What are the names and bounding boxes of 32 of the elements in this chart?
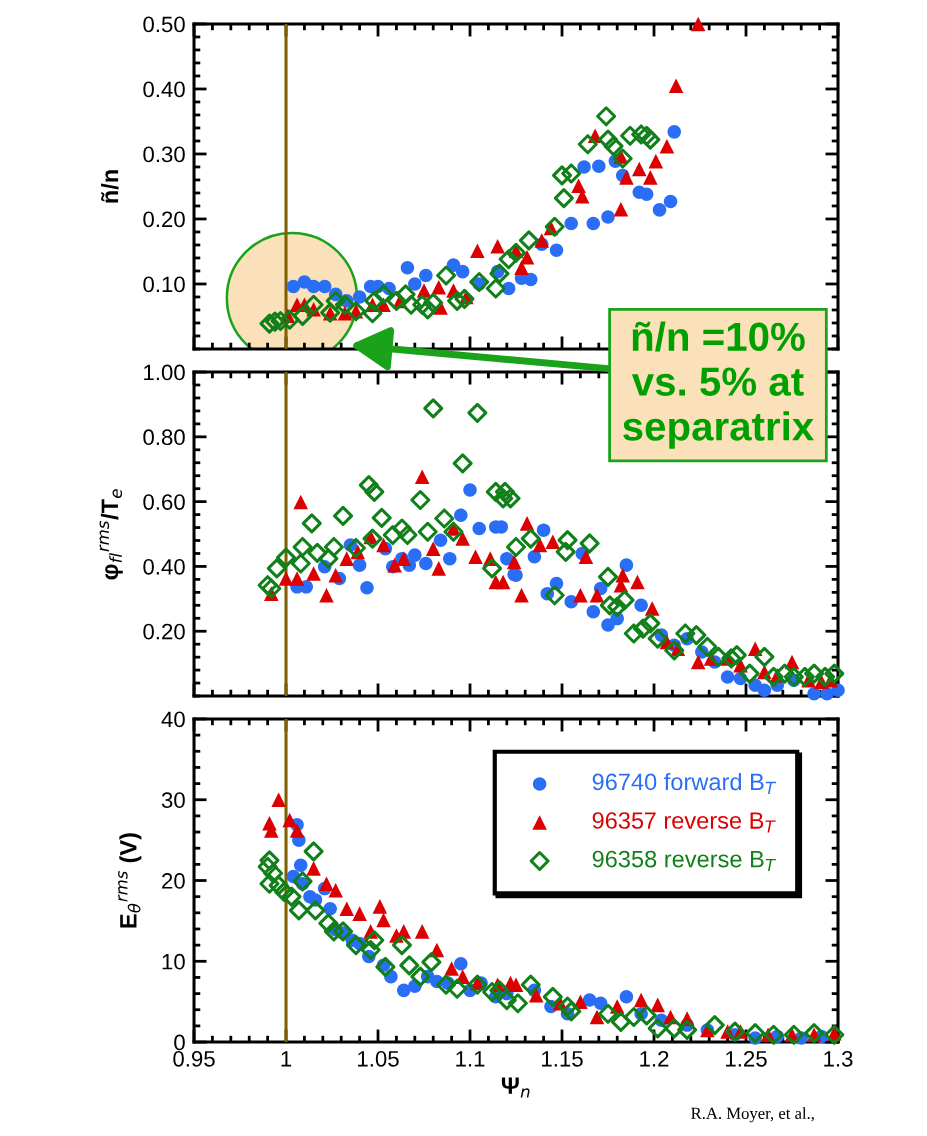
x-tick-label: 1.25 <box>726 1050 767 1067</box>
y-axis-title: E$_{θ}$$^{rms}$ (V) <box>118 833 142 928</box>
x-tick-label: 1.1 <box>456 1051 485 1067</box>
x-tick-label: 1.15 <box>542 1051 583 1067</box>
x-axis-title: Ψ$_{n}$ <box>501 1077 530 1098</box>
legend-label: 96357 reverse B$_{T}$ <box>592 812 776 833</box>
y-tick-label: 0.50 <box>143 16 185 33</box>
y-tick-label: 1.00 <box>144 364 185 381</box>
y-tick-label: 30 <box>161 792 185 809</box>
y-tick-label: 0.40 <box>143 81 185 98</box>
x-tick-label: 0.95 <box>173 1050 215 1067</box>
y-tick-label: 0 <box>174 1034 185 1051</box>
y-tick-label: 0.20 <box>143 623 185 640</box>
y-axis-title: ñ/n <box>100 170 119 203</box>
text: R.A. Moyer, et al., <box>691 1107 814 1123</box>
y-tick-label: 10 <box>162 953 185 970</box>
y-tick-label: 20 <box>162 873 185 889</box>
x-tick-label: 1 <box>281 1051 292 1067</box>
x-tick-label: 1.2 <box>640 1050 669 1067</box>
y-axis-title: φ$_{fl}$$^{rms}$/T$_{e}$ <box>99 489 123 580</box>
y-tick-label: 0.40 <box>143 558 185 575</box>
annotation: ñ/n =10% vs. 5% at separatrix <box>623 321 814 449</box>
y-tick-label: 0.80 <box>143 429 185 446</box>
y-tick-label: 0.60 <box>143 494 185 510</box>
legend-label: 96740 forward B$_{T}$ <box>592 772 777 794</box>
legend-label: 96358 reverse B$_{T}$ <box>592 850 777 872</box>
y-tick-label: 40 <box>161 711 185 728</box>
y-tick-label: 0.20 <box>143 211 185 228</box>
x-tick-label: 1.05 <box>358 1050 399 1067</box>
y-tick-label: 0.30 <box>143 146 185 163</box>
y-tick-label: 0.10 <box>143 276 185 293</box>
x-tick-label: 1.3 <box>824 1050 853 1067</box>
